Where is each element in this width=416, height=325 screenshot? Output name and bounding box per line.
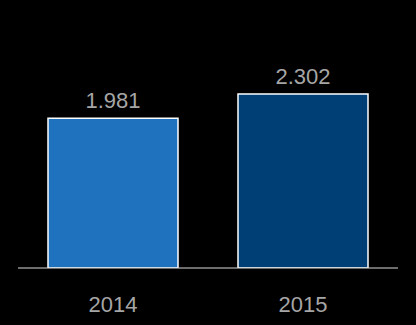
svg-text:2.302: 2.302	[275, 64, 330, 89]
svg-text:2014: 2014	[89, 292, 138, 317]
svg-text:2015: 2015	[279, 292, 328, 317]
svg-text:1.981: 1.981	[85, 88, 140, 113]
